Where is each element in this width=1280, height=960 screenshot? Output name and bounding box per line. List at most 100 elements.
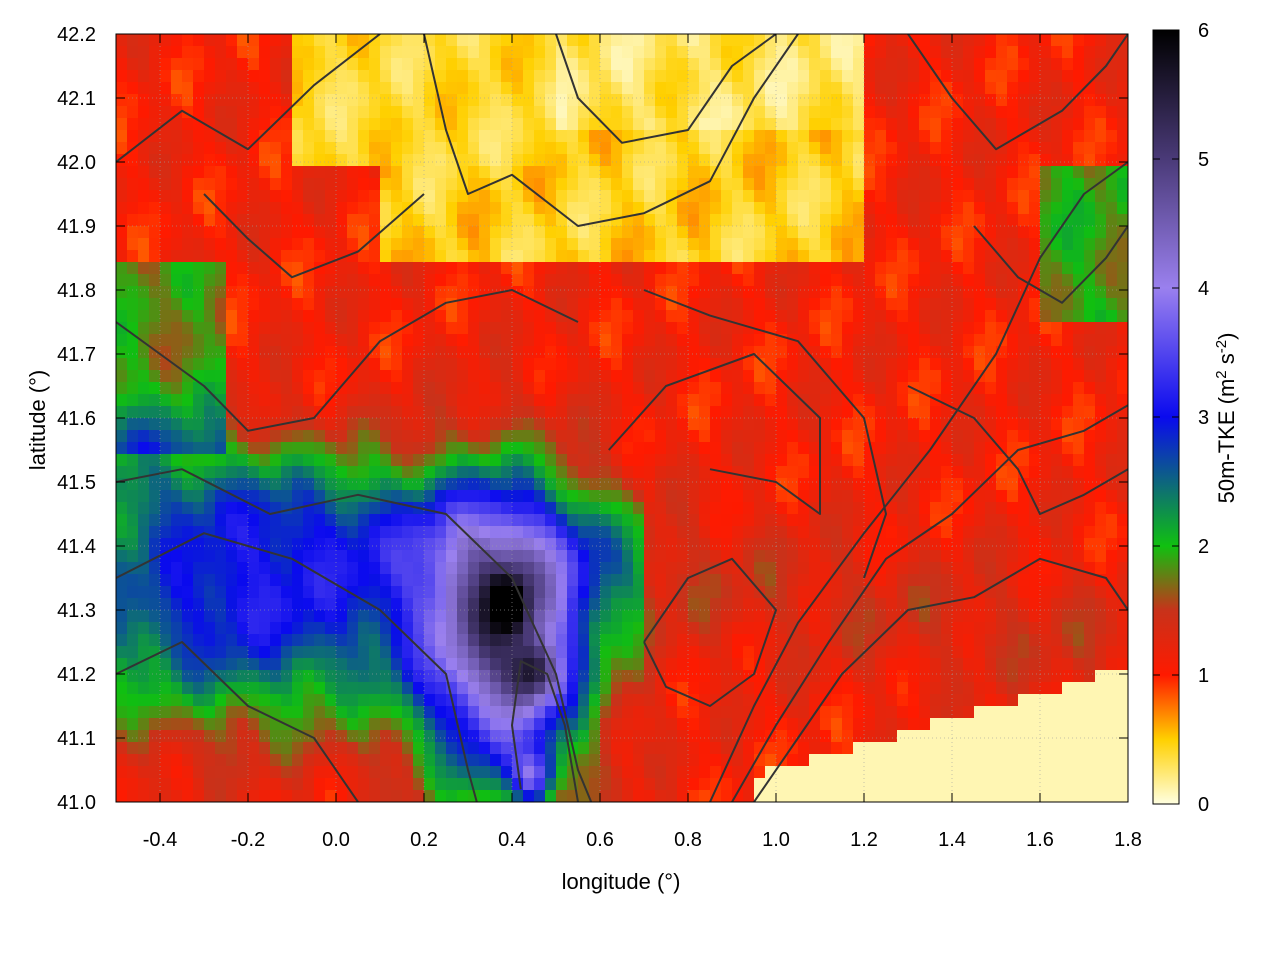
heatmap-cell xyxy=(490,466,502,479)
heatmap-cell xyxy=(204,130,216,143)
heatmap-cell xyxy=(930,250,942,263)
heatmap-cell xyxy=(633,202,645,215)
heatmap-cell xyxy=(721,538,733,551)
heatmap-cell xyxy=(556,226,568,239)
heatmap-cell xyxy=(402,382,414,395)
heatmap-cell xyxy=(897,274,909,287)
heatmap-cell xyxy=(402,118,414,131)
heatmap-cell xyxy=(897,442,909,455)
heatmap-cell xyxy=(490,226,502,239)
heatmap-cell xyxy=(1029,646,1041,659)
heatmap-cell xyxy=(699,118,711,131)
heatmap-cell xyxy=(589,634,601,647)
heatmap-cell xyxy=(710,298,722,311)
heatmap-cell xyxy=(248,202,260,215)
heatmap-cell xyxy=(303,406,315,419)
heatmap-cell xyxy=(1106,70,1118,83)
heatmap-cell xyxy=(897,562,909,575)
heatmap-cell xyxy=(193,310,205,323)
heatmap-cell xyxy=(787,226,799,239)
heatmap-cell xyxy=(292,178,304,191)
heatmap-cell xyxy=(644,118,656,131)
heatmap-cell xyxy=(710,226,722,239)
heatmap-cell xyxy=(226,334,238,347)
heatmap-cell xyxy=(600,490,612,503)
heatmap-cell xyxy=(622,226,634,239)
heatmap-cell xyxy=(314,634,326,647)
heatmap-cell xyxy=(292,106,304,119)
heatmap-cell xyxy=(259,70,271,83)
heatmap-cell xyxy=(149,514,161,527)
heatmap-cell xyxy=(1084,262,1096,275)
heatmap-cell xyxy=(479,166,491,179)
heatmap-cell xyxy=(897,166,909,179)
heatmap-cell xyxy=(182,430,194,443)
heatmap-cell xyxy=(457,106,469,119)
heatmap-cell xyxy=(842,250,854,263)
heatmap-cell xyxy=(413,406,425,419)
heatmap-cell xyxy=(336,34,348,47)
heatmap-cell xyxy=(215,202,227,215)
heatmap-cell xyxy=(952,514,964,527)
heatmap-cell xyxy=(611,298,623,311)
heatmap-cell xyxy=(1106,562,1118,575)
heatmap-cell xyxy=(1018,154,1030,167)
heatmap-cell xyxy=(215,682,227,695)
heatmap-cell xyxy=(963,34,975,47)
heatmap-cell xyxy=(424,226,436,239)
heatmap-cell xyxy=(1062,514,1074,527)
heatmap-cell xyxy=(347,598,359,611)
heatmap-cell xyxy=(314,262,326,275)
heatmap-cell xyxy=(787,610,799,623)
heatmap-cell xyxy=(182,190,194,203)
heatmap-cell xyxy=(248,442,260,455)
heatmap-cell xyxy=(402,490,414,503)
heatmap-cell xyxy=(952,670,964,683)
heatmap-cell xyxy=(424,94,436,107)
heatmap-cell xyxy=(435,622,447,635)
heatmap-cell xyxy=(314,166,326,179)
heatmap-cell xyxy=(820,334,832,347)
heatmap-cell xyxy=(116,70,128,83)
heatmap-cell xyxy=(1007,82,1019,95)
heatmap-cell xyxy=(435,334,447,347)
heatmap-cell xyxy=(886,214,898,227)
heatmap-cell xyxy=(402,358,414,371)
heatmap-cell xyxy=(930,646,942,659)
heatmap-cell xyxy=(314,190,326,203)
heatmap-cell xyxy=(600,106,612,119)
heatmap-cell xyxy=(996,394,1008,407)
heatmap-cell xyxy=(897,202,909,215)
heatmap-cell xyxy=(116,46,128,59)
heatmap-cell xyxy=(589,562,601,575)
heatmap-cell xyxy=(501,106,513,119)
heatmap-cell xyxy=(281,226,293,239)
heatmap-cell xyxy=(699,562,711,575)
heatmap-cell xyxy=(644,334,656,347)
heatmap-cell xyxy=(424,358,436,371)
heatmap-cell xyxy=(985,334,997,347)
heatmap-cell xyxy=(1007,586,1019,599)
heatmap-cell xyxy=(248,130,260,143)
heatmap-cell xyxy=(578,622,590,635)
heatmap-cell xyxy=(259,238,271,251)
heatmap-cell xyxy=(908,562,920,575)
heatmap-cell xyxy=(622,262,634,275)
heatmap-cell xyxy=(996,622,1008,635)
heatmap-cell xyxy=(897,514,909,527)
heatmap-cell xyxy=(138,82,150,95)
heatmap-cell xyxy=(138,394,150,407)
heatmap-cell xyxy=(292,490,304,503)
heatmap-cell xyxy=(633,550,645,563)
heatmap-cell xyxy=(963,46,975,59)
heatmap-cell xyxy=(336,598,348,611)
heatmap-cell xyxy=(776,370,788,383)
heatmap-cell xyxy=(743,610,755,623)
heatmap-cell xyxy=(1106,610,1118,623)
heatmap-cell xyxy=(556,538,568,551)
heatmap-cell xyxy=(512,334,524,347)
heatmap-cell xyxy=(127,622,139,635)
heatmap-cell xyxy=(1062,190,1074,203)
heatmap-cell xyxy=(666,598,678,611)
heatmap-cell xyxy=(523,250,535,263)
